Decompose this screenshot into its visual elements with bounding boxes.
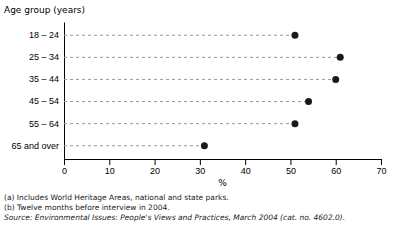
stem [64, 101, 309, 102]
footnote: (a) Includes World Heritage Areas, natio… [4, 193, 229, 202]
dot [332, 76, 339, 83]
x-axis-title: % [218, 178, 227, 188]
x-tick-mark [64, 159, 65, 165]
y-tick-label: 25 – 34 [29, 52, 59, 62]
y-tick-label: 35 – 44 [29, 74, 59, 84]
y-axis-line [64, 23, 65, 160]
stem [64, 123, 295, 124]
chart: 0 10 20 30 40 50 60 70 18 – 24 25 – 34 35 – 44 45 –… [0, 0, 397, 227]
dot [291, 120, 298, 127]
x-tick: 50 [286, 159, 296, 176]
x-tick: 20 [150, 159, 160, 176]
x-tick-label: 60 [331, 166, 341, 176]
y-tick-label: 18 – 24 [29, 30, 59, 40]
marks [64, 32, 344, 149]
x-tick-mark [336, 159, 337, 165]
x-axis-line [65, 160, 382, 166]
x-tick-label: 50 [286, 166, 296, 176]
x-tick-mark [109, 159, 110, 165]
y-tick-label: 45 – 54 [29, 96, 59, 106]
stem [64, 35, 295, 36]
x-tick-label: 70 [376, 166, 386, 176]
x-tick: 40 [241, 159, 251, 176]
x-tick-label: 0 [62, 166, 67, 176]
y-axis: 18 – 24 25 – 34 35 – 44 45 – 54 55 – 64 65 an… [11, 23, 64, 160]
stem [64, 145, 204, 146]
x-tick-label: 20 [150, 166, 160, 176]
x-tick-label: 40 [241, 166, 251, 176]
x-tick-mark [200, 159, 201, 165]
y-tick-label: 65 and over [11, 141, 59, 151]
stem [64, 57, 340, 58]
y-tick: 35 – 44 [29, 74, 64, 84]
x-tick-mark [290, 159, 291, 165]
stem [64, 79, 336, 80]
x-tick: 30 [195, 159, 205, 176]
y-tick: 25 – 34 [29, 52, 64, 62]
dot [291, 32, 298, 39]
plot: 0 10 20 30 40 50 60 70 18 – 24 25 – 34 35 – 44 45 –… [11, 23, 386, 177]
x-tick-mark [245, 159, 246, 165]
footnote: (b) Twelve months before interview in 20… [4, 203, 170, 212]
x-tick: 60 [331, 159, 341, 176]
x-tick-label: 30 [195, 166, 205, 176]
y-tick: 18 – 24 [29, 30, 64, 40]
x-tick-mark [381, 159, 382, 165]
y-tick: 55 – 64 [29, 119, 64, 129]
dot [201, 142, 208, 149]
footnote: Source: Environmental Issues: People's V… [4, 213, 345, 222]
y-tick: 45 – 54 [29, 96, 64, 106]
dot [305, 98, 312, 105]
x-tick: 0 [62, 159, 67, 176]
dot [337, 54, 344, 61]
x-tick: 70 [376, 159, 386, 176]
x-tick-mark [155, 159, 156, 165]
y-tick: 65 and over [11, 141, 64, 151]
x-tick-label: 10 [105, 166, 115, 176]
y-axis-title: Age group (years) [4, 5, 85, 15]
y-tick-label: 55 – 64 [29, 119, 59, 129]
x-axis: 0 10 20 30 40 50 60 70 [62, 159, 387, 176]
x-tick: 10 [105, 159, 115, 176]
